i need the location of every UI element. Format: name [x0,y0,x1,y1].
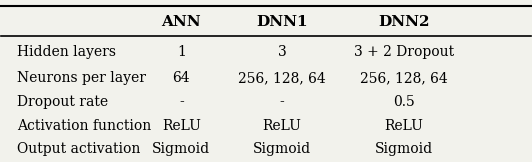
Text: -: - [279,95,284,109]
Text: 1: 1 [177,45,186,59]
Text: DNN1: DNN1 [256,15,307,29]
Text: DNN2: DNN2 [378,15,429,29]
Text: ReLU: ReLU [384,119,423,133]
Text: Hidden layers: Hidden layers [17,45,117,59]
Text: 3: 3 [278,45,286,59]
Text: Neurons per layer: Neurons per layer [17,71,146,85]
Text: -: - [179,95,184,109]
Text: Sigmoid: Sigmoid [253,142,311,156]
Text: 256, 128, 64: 256, 128, 64 [238,71,326,85]
Text: 256, 128, 64: 256, 128, 64 [360,71,447,85]
Text: ANN: ANN [162,15,201,29]
Text: Sigmoid: Sigmoid [375,142,433,156]
Text: ReLU: ReLU [262,119,301,133]
Text: 64: 64 [172,71,190,85]
Text: Output activation: Output activation [17,142,140,156]
Text: Sigmoid: Sigmoid [152,142,210,156]
Text: 0.5: 0.5 [393,95,414,109]
Text: ReLU: ReLU [162,119,201,133]
Text: Activation function: Activation function [17,119,152,133]
Text: 3 + 2 Dropout: 3 + 2 Dropout [354,45,454,59]
Text: Dropout rate: Dropout rate [17,95,109,109]
